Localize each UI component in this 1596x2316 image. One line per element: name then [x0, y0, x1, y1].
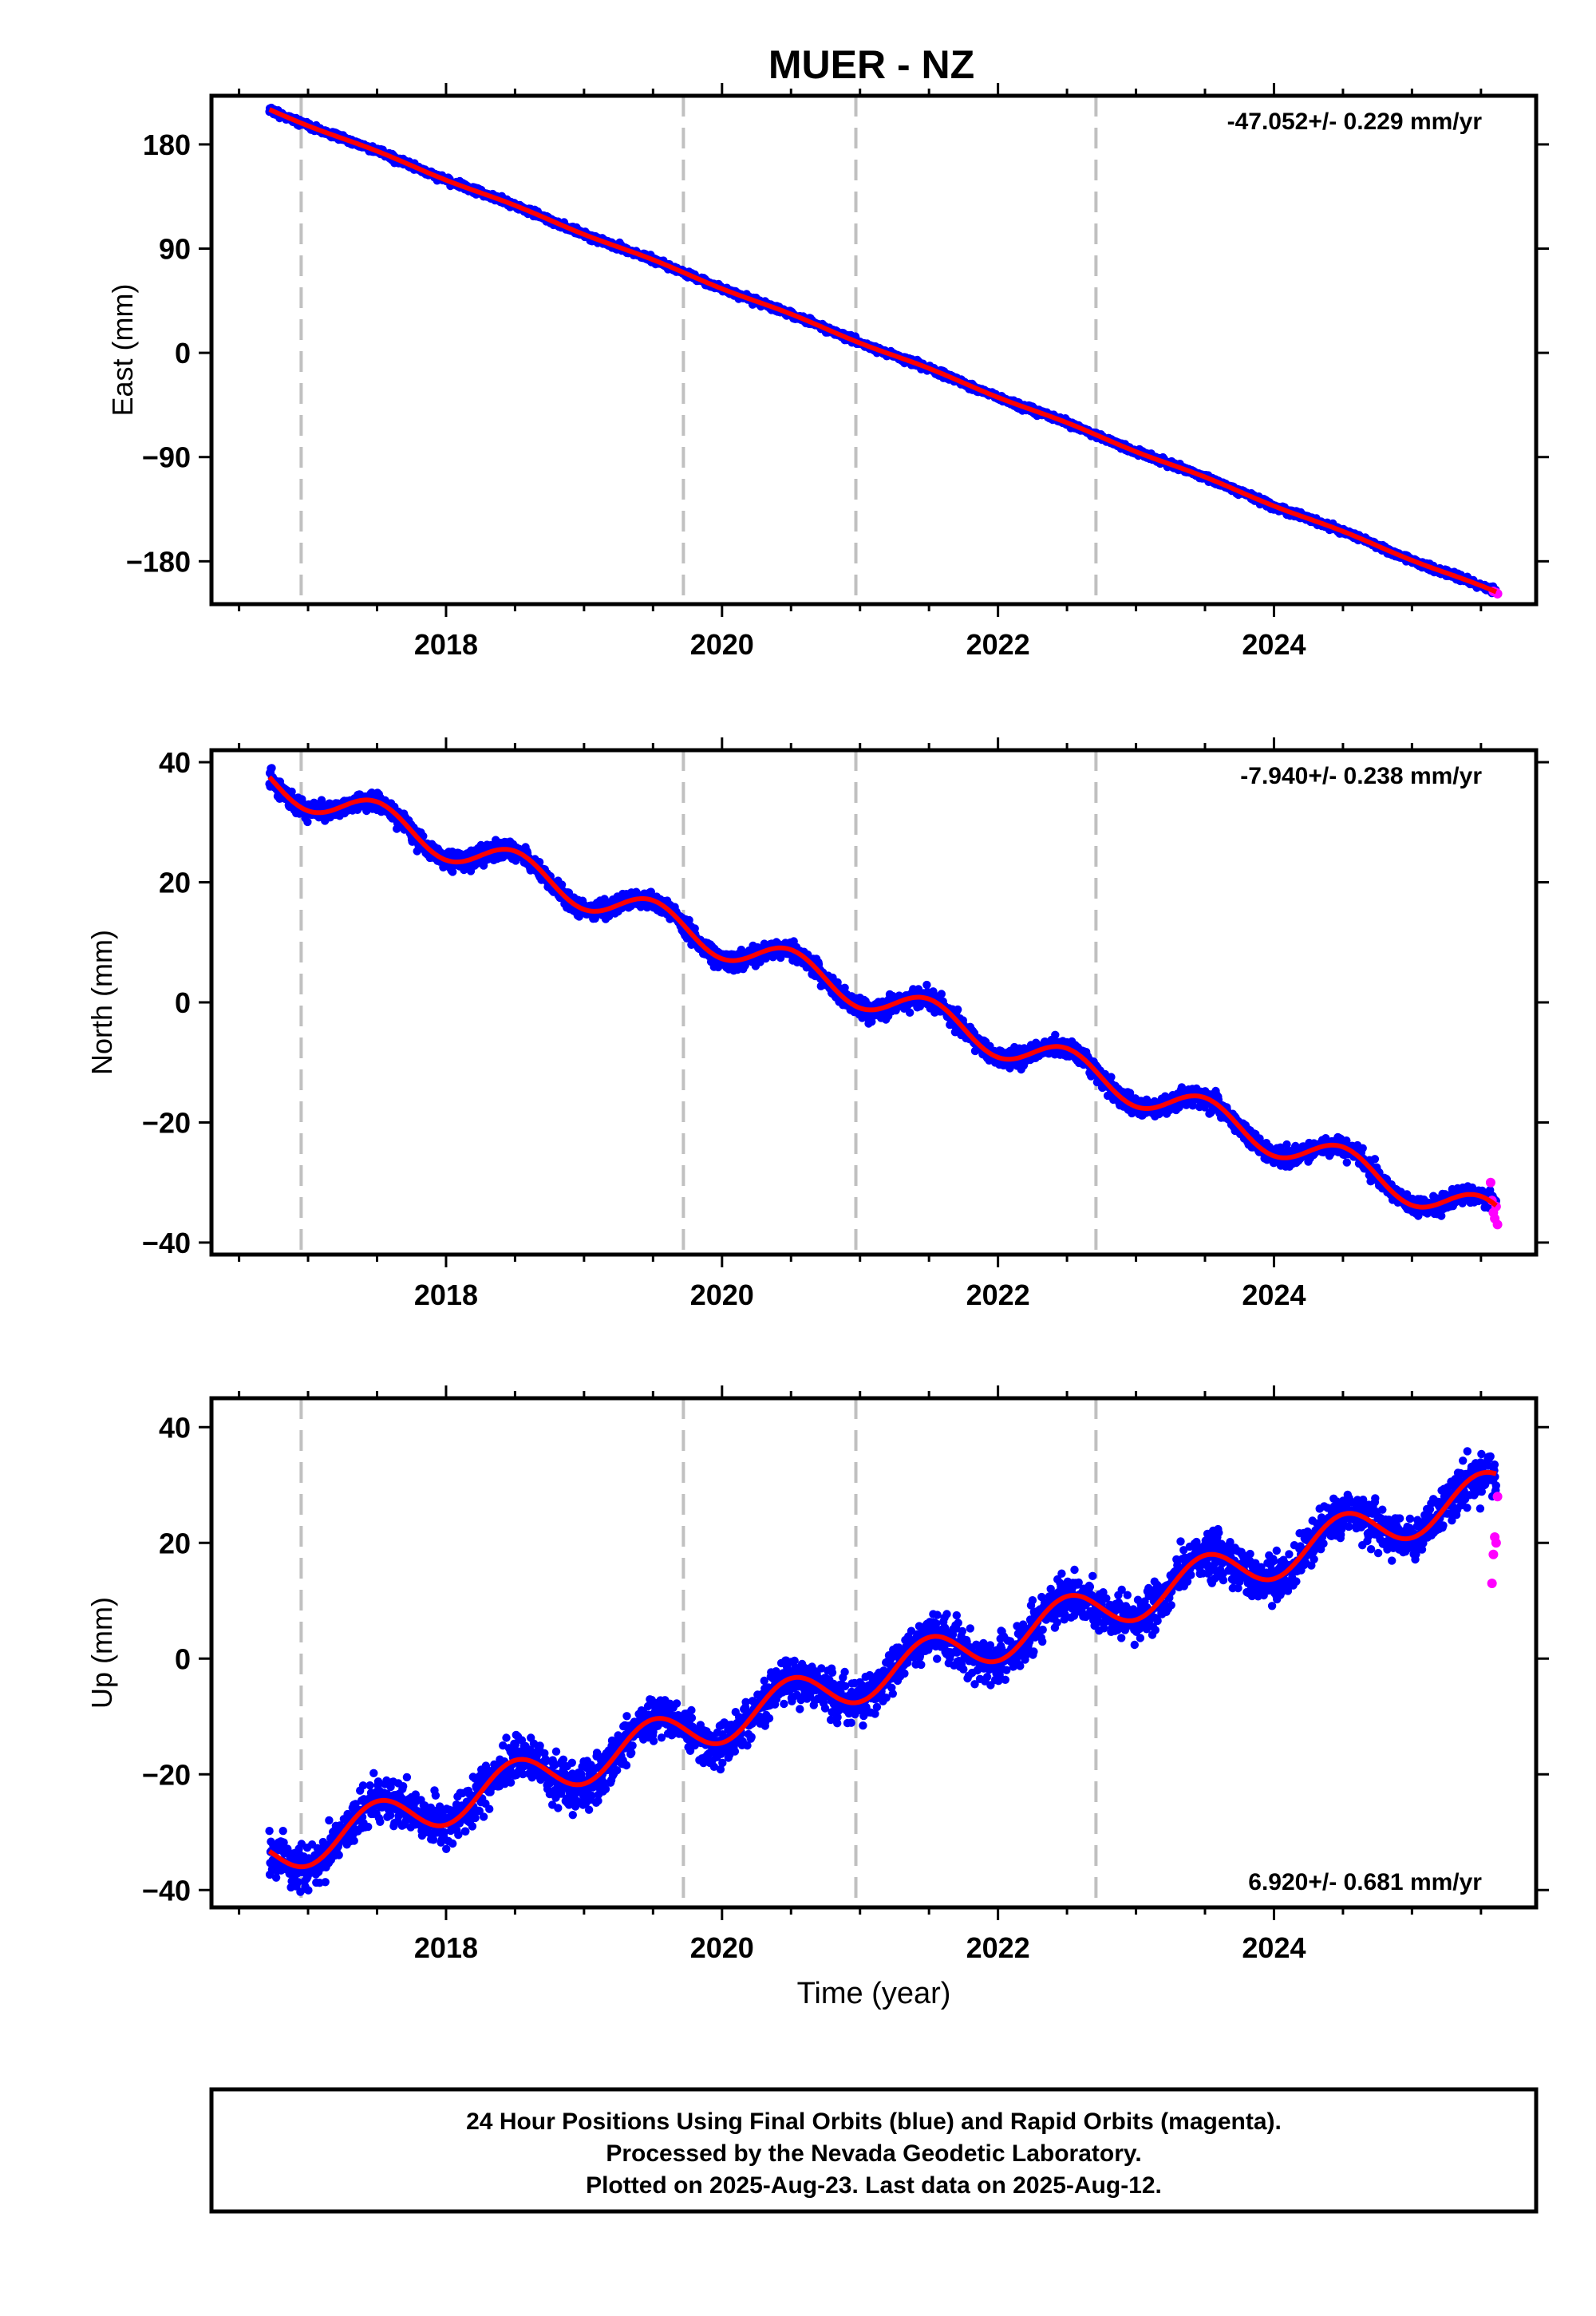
y-axis-label: East (mm): [106, 284, 139, 417]
x-tick-label: 2022: [966, 628, 1030, 661]
y-tick-label: 0: [175, 337, 191, 370]
velocity-label: -47.052+/- 0.229 mm/yr: [1227, 109, 1483, 135]
final-orbit-point: [267, 764, 276, 773]
final-orbit-point: [303, 817, 312, 827]
figure-title: MUER - NZ: [768, 42, 974, 87]
y-tick-label: 180: [143, 128, 191, 161]
y-tick-label: −180: [126, 545, 191, 578]
x-tick-label: 2018: [414, 628, 478, 661]
east-panel: 2018 2020 2022 2024 −180 −90 0 90 180 East (mm) -4…: [106, 83, 1549, 661]
x-tick-label: 2024: [1242, 628, 1306, 661]
y-tick-label: −90: [142, 441, 191, 474]
x-tick-label: 2020: [690, 628, 754, 661]
y-tick-label: 90: [159, 233, 191, 266]
